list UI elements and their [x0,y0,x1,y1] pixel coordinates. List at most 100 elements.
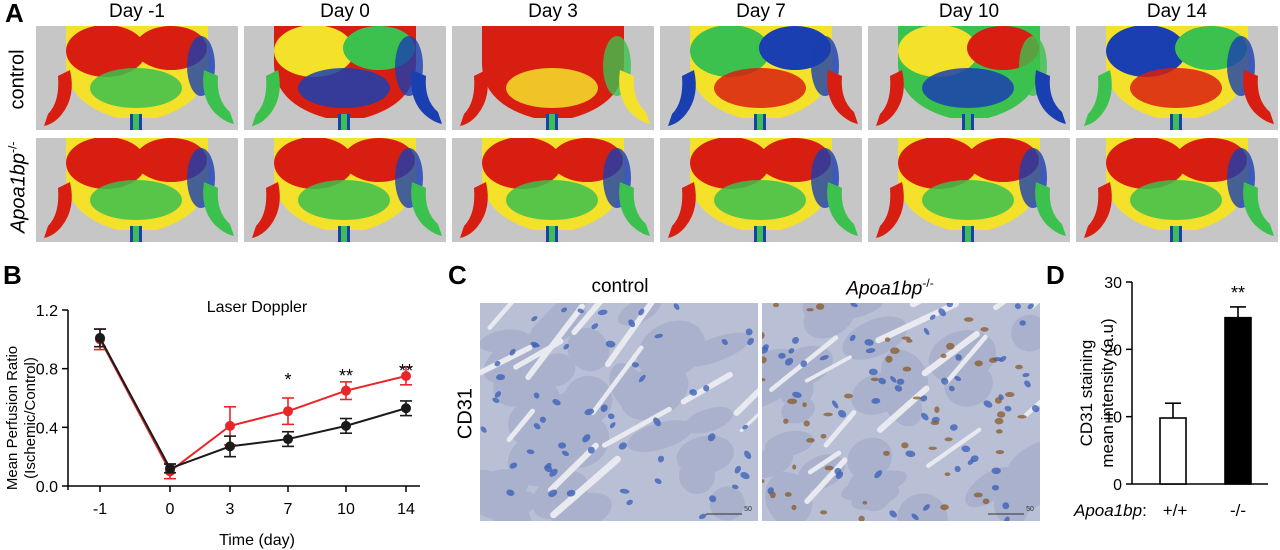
mouse-silhouette [668,138,858,242]
muscle-fiber [678,457,716,494]
stain-label: CD31 [454,387,477,440]
nucleus [543,465,553,473]
muscle-fiber [764,430,814,457]
nucleus [566,489,576,497]
nucleus [600,404,608,412]
x-category-labels: Apoa1bp: [1073,501,1147,520]
nucleus [949,424,958,431]
perfusion-image [36,138,238,242]
nucleus [999,355,1007,363]
gap [804,355,852,383]
stain-spot [1017,415,1027,419]
nucleus [657,455,665,463]
muscle-fiber [797,454,845,491]
nucleus [742,424,749,430]
stain-spot [762,479,765,483]
nucleus [1004,405,1012,412]
stain-spot [884,337,891,342]
bar-group [1159,402,1187,485]
nucleus [509,348,516,356]
nucleus [849,334,856,342]
stain-spot [944,437,953,442]
nucleus [788,348,795,354]
nucleus [561,307,568,313]
nucleus [894,385,903,392]
x-tick-label: -/- [1230,501,1246,520]
stain-spot [995,450,1005,455]
perfusion-image [1076,138,1278,242]
nucleus [1027,303,1034,310]
scale-bar: 50 [706,506,752,515]
stain-spot [792,464,797,470]
stain-spot [946,342,955,350]
nucleus [955,354,962,361]
stain-spot [982,498,990,505]
muscle-fiber [802,303,847,325]
muscle-fiber [896,493,948,521]
bar-group [1224,306,1252,485]
perfusion-image [660,138,862,242]
chart-title: Laser Doppler [207,299,308,316]
stain-spot [787,398,798,405]
micrograph-knockout: 50 [762,303,1040,521]
gap [739,412,758,433]
nucleus [941,377,949,385]
day-label: Day 7 [736,1,786,22]
stain-spot [928,446,938,450]
gap [921,331,980,377]
gap [823,410,857,448]
stain-spot [901,442,909,449]
nucleus [868,368,878,376]
stain-spot [890,347,900,354]
nucleus [896,378,905,385]
significance-marker: ** [1231,283,1245,303]
data-point [95,332,105,343]
axes [62,309,420,492]
gap [926,427,982,468]
bar [1224,316,1252,485]
nucleus [689,389,698,396]
nucleus [533,423,541,430]
significance-marker: * [284,370,291,390]
nucleus [653,417,661,427]
nucleus [921,412,929,421]
nucleus [539,416,546,423]
mouse-silhouette [44,138,234,242]
genotype-prefix: Apoa1bp [1073,501,1142,520]
data-point [283,406,293,417]
nucleus [920,395,928,402]
nucleus [1022,372,1030,378]
stain-spot [773,303,780,308]
nucleus [923,504,930,511]
nucleus [721,338,728,345]
significance-marker: ** [339,366,353,386]
muscle-fiber [480,469,529,508]
muscle-fiber [679,332,751,367]
x-tick-label: 7 [284,501,293,518]
gap [944,334,988,385]
nucleus [506,489,515,496]
nucleus [954,376,961,382]
stain-spot [858,515,865,521]
y-tick-label: 20 [1104,342,1122,359]
stain-spot [762,356,767,364]
nucleus [889,510,897,518]
y-tick-label: 0 [1113,477,1122,494]
stain-spot [901,336,911,340]
nucleus [531,316,538,322]
mouse-silhouette [44,26,234,130]
y-axis-label-line: (Ischemic/Control) [22,357,39,479]
nucleus [1014,303,1021,310]
y-tick-label: 30 [1104,275,1122,292]
muscle-fiber [536,353,576,387]
muscle-fiber [993,465,1040,517]
nucleus [778,352,786,359]
x-tick-label: +/+ [1163,501,1188,520]
panel-d-letter: D [1046,260,1065,290]
gap [506,408,536,443]
nucleus [1031,405,1040,413]
nucleus [654,478,662,485]
nucleus [864,339,874,346]
x-tick-label: 0 [166,501,175,518]
nucleus [744,450,752,459]
